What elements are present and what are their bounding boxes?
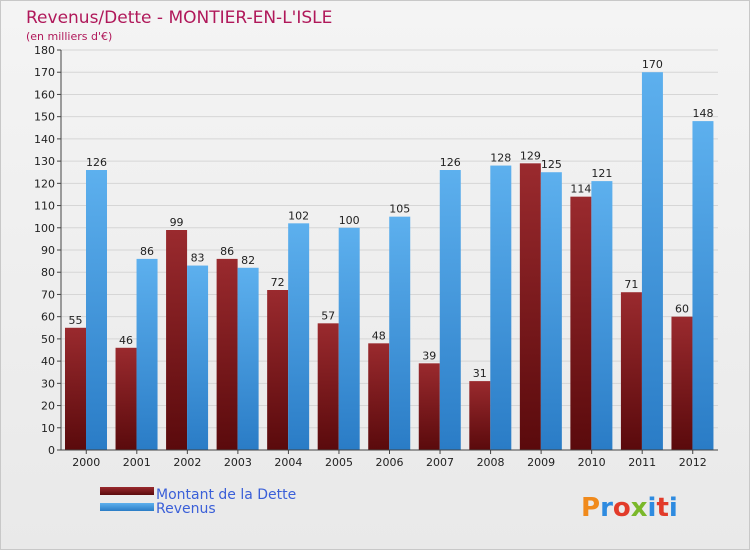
data-label: 86 bbox=[140, 245, 154, 258]
data-label: 148 bbox=[692, 107, 713, 120]
bar-revenus bbox=[136, 258, 158, 450]
x-tick-label: 2009 bbox=[527, 456, 555, 469]
y-tick-label: 20 bbox=[41, 400, 55, 413]
bar-revenus bbox=[389, 216, 411, 450]
bar-dette bbox=[469, 381, 491, 450]
bars: 55 126 46 86 99 83 86 82 72 102 57 100 48 105 39 126 31 1… bbox=[65, 58, 714, 451]
bar-revenus bbox=[692, 121, 714, 450]
x-tick-label: 2000 bbox=[72, 456, 100, 469]
data-label: 99 bbox=[170, 216, 184, 229]
data-label: 125 bbox=[541, 158, 562, 171]
y-tick-label: 30 bbox=[41, 377, 55, 390]
data-label: 129 bbox=[520, 149, 541, 162]
bar-dette bbox=[166, 230, 188, 450]
y-tick-label: 90 bbox=[41, 244, 55, 257]
legend-swatch-dette bbox=[100, 487, 154, 495]
bar-dette bbox=[418, 363, 440, 450]
bar-dette bbox=[519, 163, 541, 451]
bar-revenus bbox=[86, 170, 107, 450]
x-tick-label: 2012 bbox=[679, 456, 707, 469]
data-label: 100 bbox=[339, 214, 360, 227]
y-tick-label: 100 bbox=[34, 222, 55, 235]
bar-dette bbox=[620, 292, 642, 450]
data-label: 128 bbox=[490, 152, 511, 165]
x-tick-label: 2008 bbox=[477, 456, 505, 469]
y-tick-label: 120 bbox=[34, 177, 55, 190]
bar-revenus bbox=[439, 170, 461, 450]
y-tick-label: 10 bbox=[41, 422, 55, 435]
brand-logo: Proxiti bbox=[581, 493, 678, 523]
x-tick-label: 2003 bbox=[224, 456, 252, 469]
bar-revenus bbox=[641, 72, 663, 450]
y-tick-label: 60 bbox=[41, 311, 55, 324]
data-label: 86 bbox=[220, 245, 234, 258]
x-tick-label: 2007 bbox=[426, 456, 454, 469]
data-label: 71 bbox=[624, 278, 638, 291]
x-tick-label: 2011 bbox=[628, 456, 656, 469]
bar-dette bbox=[317, 323, 339, 450]
data-label: 48 bbox=[372, 329, 386, 342]
x-tick-label: 2006 bbox=[376, 456, 404, 469]
x-tick-label: 2004 bbox=[274, 456, 302, 469]
legend-label-revenus: Revenus bbox=[156, 501, 216, 517]
y-tick-label: 70 bbox=[41, 288, 55, 301]
y-tick-label: 130 bbox=[34, 155, 55, 168]
bar-revenus bbox=[540, 172, 562, 450]
y-tick-label: 150 bbox=[34, 111, 55, 124]
data-label: 60 bbox=[675, 303, 689, 316]
x-tick-label: 2010 bbox=[578, 456, 606, 469]
bar-revenus bbox=[187, 265, 209, 450]
y-tick-label: 160 bbox=[34, 88, 55, 101]
chart-subtitle: (en milliers d'€) bbox=[26, 30, 112, 43]
bar-revenus bbox=[237, 267, 259, 450]
legend-swatch-revenus bbox=[100, 503, 154, 511]
x-tick-label: 2005 bbox=[325, 456, 353, 469]
y-tick-label: 170 bbox=[34, 66, 55, 79]
bar-revenus bbox=[338, 227, 360, 450]
bar-dette bbox=[570, 196, 592, 450]
bar-dette bbox=[671, 316, 693, 450]
data-label: 57 bbox=[321, 309, 335, 322]
data-label: 82 bbox=[241, 254, 255, 267]
bar-dette bbox=[65, 327, 86, 450]
bar-dette bbox=[216, 258, 238, 450]
data-label: 46 bbox=[119, 334, 133, 347]
y-tick-label: 50 bbox=[41, 333, 55, 346]
data-label: 126 bbox=[86, 156, 107, 169]
bar-revenus bbox=[490, 165, 512, 451]
x-tick-label: 2001 bbox=[123, 456, 151, 469]
bar-dette bbox=[115, 347, 137, 450]
bar-dette bbox=[267, 290, 289, 450]
y-tick-label: 180 bbox=[34, 44, 55, 57]
data-label: 31 bbox=[473, 367, 487, 380]
data-label: 102 bbox=[288, 209, 309, 222]
data-label: 121 bbox=[591, 167, 612, 180]
data-label: 126 bbox=[440, 156, 461, 169]
x-tick-label: 2002 bbox=[173, 456, 201, 469]
data-label: 105 bbox=[389, 203, 410, 216]
bar-revenus bbox=[288, 223, 310, 450]
data-label: 114 bbox=[570, 183, 591, 196]
legend-label-dette: Montant de la Dette bbox=[156, 487, 296, 503]
chart-title: Revenus/Dette - MONTIER-EN-L'ISLE bbox=[26, 8, 332, 28]
legend: Montant de la Dette Revenus bbox=[100, 487, 296, 517]
bar-revenus bbox=[591, 181, 613, 450]
axes: 0 10 20 30 40 50 60 70 80 90 100 110 120 130 140 150 160… bbox=[34, 44, 718, 469]
y-tick-label: 140 bbox=[34, 133, 55, 146]
y-tick-label: 80 bbox=[41, 266, 55, 279]
data-label: 83 bbox=[191, 252, 205, 265]
data-label: 170 bbox=[642, 58, 663, 71]
y-tick-label: 110 bbox=[34, 200, 55, 213]
y-tick-label: 0 bbox=[48, 444, 55, 457]
data-label: 72 bbox=[271, 276, 285, 289]
data-label: 39 bbox=[422, 349, 436, 362]
y-tick-label: 40 bbox=[41, 355, 55, 368]
data-label: 55 bbox=[69, 314, 83, 327]
bar-dette bbox=[368, 343, 390, 450]
